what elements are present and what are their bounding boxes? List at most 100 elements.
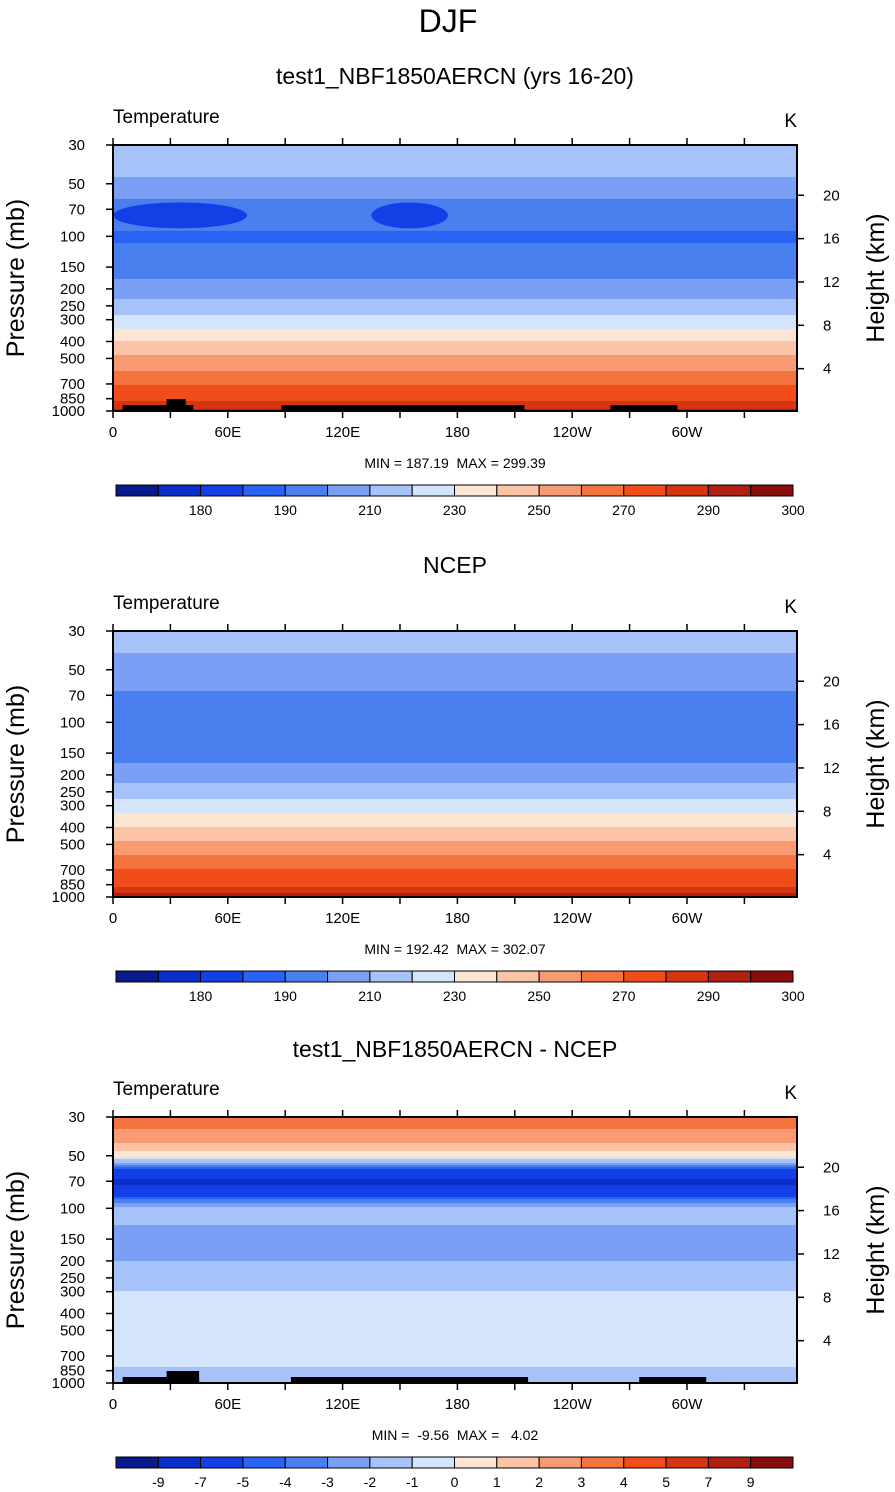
contour-band [113,1123,797,1126]
contour-band [113,1297,797,1300]
contour-band [113,217,797,220]
contour-band [113,817,797,820]
contour-band [113,1317,797,1320]
contour-band [113,1211,797,1214]
contour-band [113,281,797,284]
contour-band [113,883,797,886]
contour-band [113,389,797,392]
y-tick-label: 250 [60,298,85,315]
contour-band [113,823,797,826]
contour-band [113,1135,797,1138]
contour-band [113,1139,797,1142]
y-tick-label: 150 [60,745,85,762]
contour-band [113,275,797,278]
contour-band [113,639,797,642]
contour-band [113,381,797,384]
contour-band [113,819,797,822]
colorbar-swatch [284,1456,329,1469]
colorbar-label: 300 [781,988,805,1004]
contour-band [113,1185,797,1188]
contour-band [113,757,797,760]
colorbar-label: 190 [274,502,298,518]
y-tick-label: 50 [68,176,85,193]
contour-band [113,1287,797,1290]
contour-band [113,667,797,670]
contour-band [113,1351,797,1354]
contour-band [113,1371,797,1374]
contour-band [113,357,797,360]
contour-band [113,697,797,700]
contour-band [113,743,797,746]
y-tick-label: 400 [60,333,85,350]
colorbar-swatch [242,484,286,497]
contour-band [113,1217,797,1220]
contour-band [113,1265,797,1268]
y-tick-label: 300 [60,312,85,329]
contour-band [113,391,797,394]
contour-band [113,689,797,692]
colorbar-swatch [580,484,625,497]
contour-band [113,677,797,680]
contour-band [113,183,797,186]
contour-band [113,203,797,206]
contour-band [113,873,797,876]
min-max-stats: MIN = 187.19 MAX = 299.39 [364,455,546,471]
colorbar-swatch [200,484,244,497]
contour-band [113,1281,797,1284]
y-tick-label: 150 [60,1231,85,1248]
colorbar-swatch [115,1456,159,1469]
contour-band [113,1119,797,1122]
x-tick-label: 60W [672,910,704,927]
contour-band [113,1189,797,1192]
contour-band [113,379,797,382]
contour-band [113,737,797,740]
colorbar: 180 190 210 230 250 270 290 300 [115,970,805,1004]
y-tick-label: 30 [68,1109,85,1126]
contour-band [113,851,797,854]
contour-band [113,223,797,226]
contour-band [113,729,797,732]
units-label: K [784,597,797,618]
colorbar-swatch [157,484,202,497]
contour-band [113,1117,797,1120]
contour-band [113,1349,797,1352]
colorbar-swatch [750,1456,794,1469]
contour-band [113,1159,797,1162]
x-tick-label: 120E [325,424,360,441]
x-tick-label: 180 [445,1396,470,1413]
contour-band [113,1161,797,1164]
panel-title: NCEP [423,552,487,578]
contour-band [113,1253,797,1256]
contour-band [113,1359,797,1362]
contour-band [113,763,797,766]
colorbar-swatch [496,1456,540,1469]
contour-band [113,805,797,808]
contour-band [113,727,797,730]
contour-band [113,741,797,744]
contour-band [113,263,797,266]
contour-band [113,1329,797,1332]
contour-band [113,359,797,362]
contour-band [113,807,797,810]
colorbar-label: -2 [364,1474,377,1490]
topography-block [281,405,343,411]
contour-band [113,1171,797,1174]
contour-band [113,229,797,232]
x-tick-label: 60W [672,1396,704,1413]
contour-band [113,1315,797,1318]
contour-band [113,241,797,244]
contour-band [113,765,797,768]
contour-band [113,685,797,688]
contour-band [113,759,797,762]
panel-title: test1_NBF1850AERCN - NCEP [293,1036,618,1062]
colorbar-swatch [327,1456,371,1469]
colorbar-swatch [623,484,667,497]
cold-pool-contour [113,202,247,229]
contour-band [113,785,797,788]
y-tick-label: 150 [60,259,85,276]
contour-band [113,1339,797,1342]
contour-band [113,285,797,288]
contour-band [113,825,797,828]
